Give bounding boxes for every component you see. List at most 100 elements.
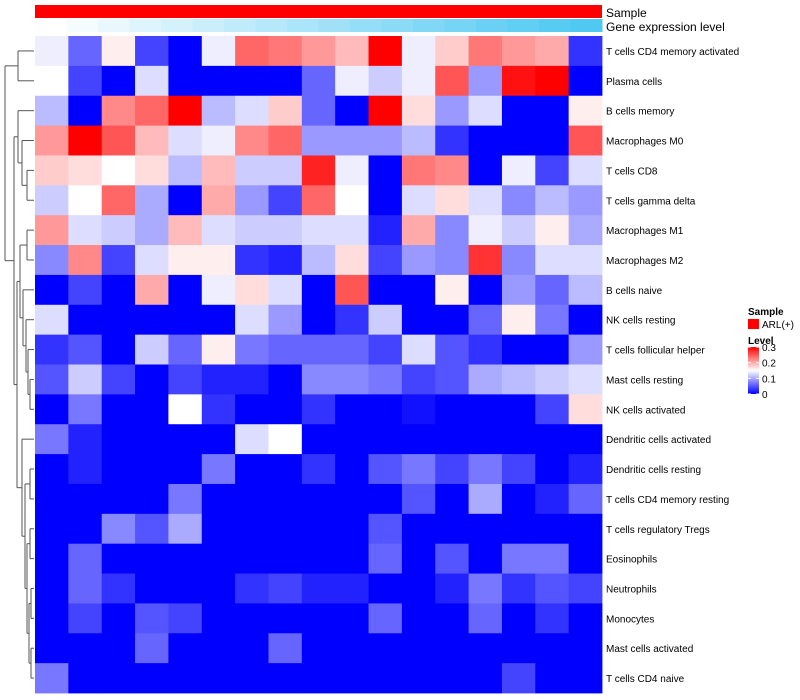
heatmap-cell [268,65,303,97]
heatmap-cell [401,334,436,365]
row-label: T cells gamma delta [606,196,696,207]
heatmap-cell [301,304,336,336]
heatmap-cell [301,245,336,276]
heatmap-cell [401,95,436,126]
heatmap-cell [101,125,136,156]
heatmap-cell [535,663,570,694]
heatmap-cell [468,274,503,306]
heatmap-cell [135,424,169,455]
expression-annotation-cell [161,19,193,32]
heatmap-cell [68,543,103,574]
heatmap-cell [268,36,303,67]
heatmap-cell [268,603,303,634]
heatmap-cell [335,36,369,67]
heatmap-cell [435,633,469,664]
heatmap-cell [435,65,469,97]
heatmap-cell [268,274,303,306]
heatmap-cell [101,36,136,67]
heatmap-cell [35,364,69,395]
heatmap-cell [168,394,203,425]
heatmap-cell [501,334,536,365]
row-label: T cells CD4 naive [606,674,685,685]
heatmap-cell [301,125,336,156]
heatmap-cell [468,424,503,455]
heatmap-cell [301,543,336,574]
heatmap-cell [268,185,303,216]
heatmap-cell [301,394,336,425]
heatmap-cell [268,334,303,365]
heatmap-cell [201,543,236,574]
heatmap-cell [235,573,269,604]
heatmap-cell [568,483,603,515]
legend-tick-label: 0.3 [762,343,776,354]
heatmap-cell [201,483,236,515]
heatmap-cell [301,633,336,664]
heatmap-cell [201,334,236,365]
heatmap-cell [168,65,203,97]
heatmap-cell [368,274,403,306]
heatmap-cell [501,424,536,455]
heatmap-cell [335,95,369,126]
heatmap-cell [201,185,236,216]
expression-annotation-cell [255,19,288,32]
heatmap-cell [201,155,236,186]
heatmap-cell [235,513,269,545]
heatmap-cell [535,364,570,395]
heatmap-cell [35,633,69,664]
heatmap-cell [401,185,436,216]
heatmap-cell [535,543,570,574]
heatmap-cell [435,424,469,455]
heatmap-cell [168,543,203,574]
row-label: Mast cells activated [606,644,693,655]
heatmap-cell [501,215,536,246]
heatmap-cell [568,125,603,156]
heatmap-cell [435,454,469,485]
heatmap-cell [568,215,603,246]
heatmap-cell [135,245,169,276]
heatmap-cell [368,304,403,336]
heatmap-cell [368,215,403,246]
row-label: NK cells resting [606,316,675,327]
heatmap-cell [168,573,203,604]
heatmap-cell [335,334,369,365]
heatmap-cell [435,36,469,67]
row-label: T cells CD4 memory activated [606,47,739,58]
heatmap-cell [68,513,103,545]
legend-tick-label: 0 [762,390,768,401]
heatmap-cell [268,424,303,455]
heatmap-cell [101,573,136,604]
heatmap-cell [368,513,403,545]
heatmap-cell [468,155,503,186]
heatmap-cell [401,454,436,485]
heatmap-cell [235,633,269,664]
heatmap-cell [101,65,136,97]
heatmap-cell [68,274,103,306]
heatmap-cell [568,633,603,664]
heatmap-cell [201,364,236,395]
heatmap-cell [535,454,570,485]
heatmap-cell [568,424,603,455]
heatmap-cell [168,483,203,515]
heatmap-cell [501,245,536,276]
heatmap-cell [168,304,203,336]
heatmap-cell [468,36,503,67]
heatmap-cell [301,95,336,126]
heatmap-cell [401,65,436,97]
heatmap-cell [435,274,469,306]
heatmap-cell [101,185,136,216]
heatmap-cell [468,394,503,425]
heatmap-cell [235,663,269,694]
heatmap-cell [68,95,103,126]
heatmap-cell [368,454,403,485]
heatmap-cell [401,513,436,545]
heatmap-cell [435,364,469,395]
heatmap-cell [468,334,503,365]
heatmap-cell [535,633,570,664]
heatmap-cell [335,245,369,276]
row-label: Dendritic cells resting [606,465,701,476]
heatmap-cell [135,633,169,664]
heatmap-cell [168,36,203,67]
heatmap-cell [135,513,169,545]
heatmap-cell [168,185,203,216]
heatmap-cell [235,543,269,574]
